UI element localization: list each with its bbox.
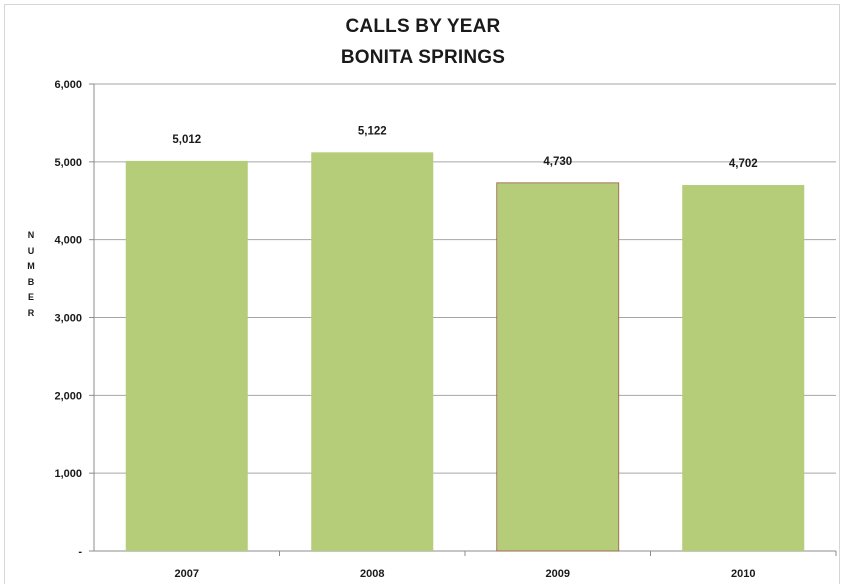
y-tick-label: 4,000 bbox=[54, 235, 82, 247]
y-tick-label: 5,000 bbox=[54, 157, 82, 169]
y-tick-label: 2,000 bbox=[54, 390, 82, 402]
x-tick-label-2010: 2010 bbox=[731, 568, 755, 580]
x-tick-label-2007: 2007 bbox=[175, 568, 199, 580]
y-axis-label-letter: R bbox=[27, 307, 35, 318]
bar-2009 bbox=[496, 182, 620, 552]
y-axis-label-letter: M bbox=[27, 261, 35, 271]
y-axis-label-letter: E bbox=[27, 292, 34, 302]
y-axis-label-letter: N bbox=[27, 230, 35, 240]
y-tick-label: 1,000 bbox=[54, 468, 82, 480]
y-tick-label: 6,000 bbox=[54, 79, 82, 91]
x-tick-label-2008: 2008 bbox=[360, 568, 384, 580]
chart-title: CALLS BY YEAR bbox=[345, 16, 501, 37]
y-tick-label: - bbox=[78, 546, 82, 558]
data-label-2009: 4,730 bbox=[543, 156, 572, 168]
x-tick-label-2009: 2009 bbox=[546, 568, 570, 580]
data-label-2007: 5,012 bbox=[172, 134, 201, 146]
bar-2007 bbox=[125, 160, 248, 551]
chart-subtitle: BONITA SPRINGS bbox=[340, 47, 506, 68]
y-axis-label-letter: U bbox=[27, 245, 35, 256]
data-label-2010: 4,702 bbox=[729, 158, 758, 170]
bar-2010 bbox=[682, 185, 805, 552]
y-axis-label-letter: B bbox=[27, 276, 35, 287]
bar-2008 bbox=[311, 152, 434, 552]
data-label-2008: 5,122 bbox=[358, 125, 387, 137]
y-tick-label: 3,000 bbox=[54, 313, 82, 325]
